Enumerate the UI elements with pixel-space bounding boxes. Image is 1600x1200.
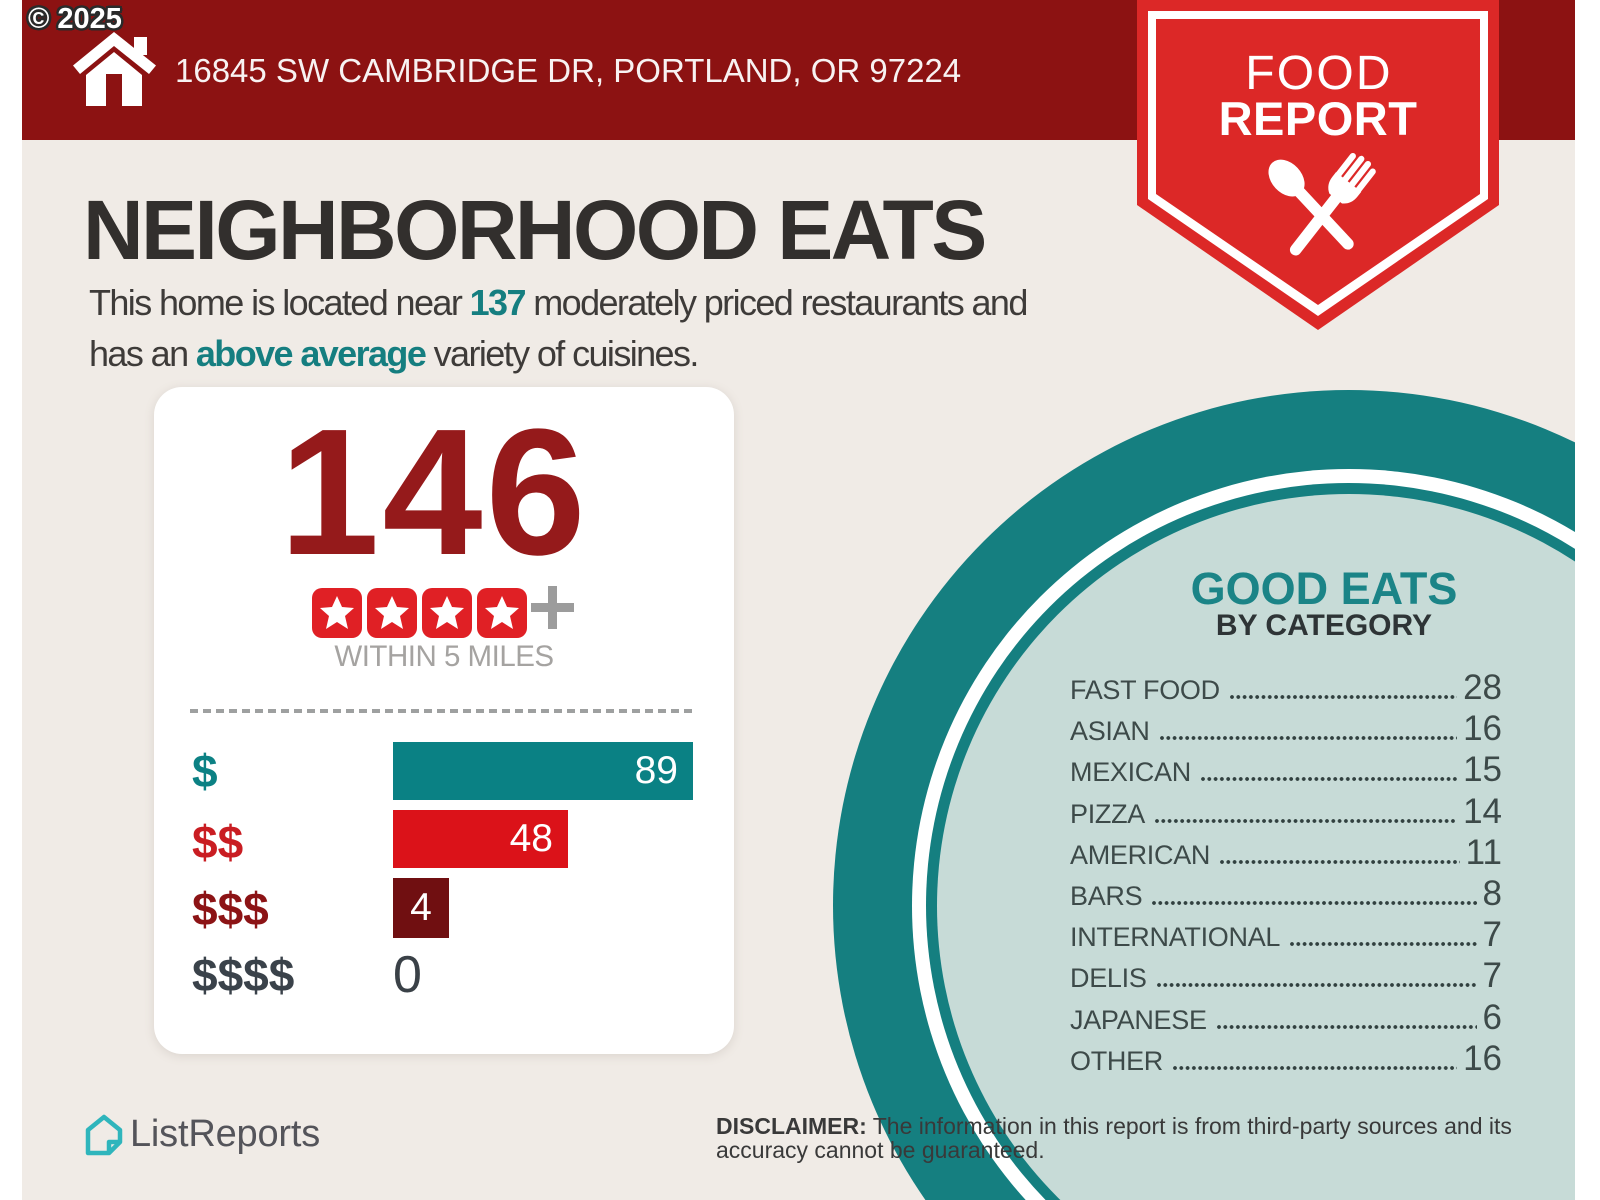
svg-text:FOOD: FOOD bbox=[1245, 47, 1392, 100]
svg-text:REPORT: REPORT bbox=[1219, 92, 1418, 145]
